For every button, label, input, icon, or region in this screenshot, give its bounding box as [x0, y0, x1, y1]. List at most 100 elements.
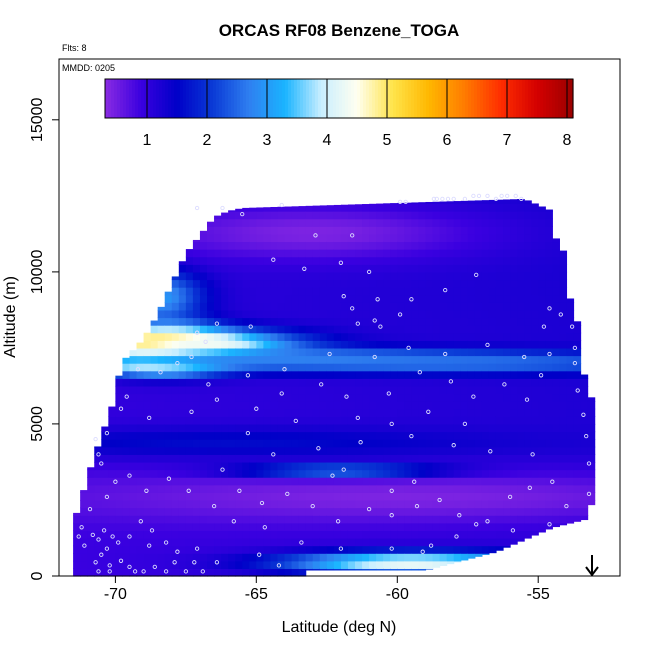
- heatmap-cell: [157, 477, 166, 486]
- colorbar-segment: [306, 79, 310, 118]
- heatmap-cell: [347, 233, 356, 243]
- heatmap-cell: [178, 355, 187, 364]
- heatmap-cell: [495, 507, 504, 516]
- heatmap-cell: [460, 477, 469, 486]
- heatmap-cell: [418, 249, 427, 258]
- heatmap-cell: [467, 515, 476, 524]
- heatmap-cell: [531, 477, 539, 486]
- colorbar-tick-label: 8: [563, 132, 572, 149]
- heatmap-cell: [270, 401, 279, 410]
- heatmap-cell: [291, 264, 300, 273]
- heatmap-cell: [404, 522, 412, 531]
- sample-point: [271, 257, 276, 262]
- heatmap-cell: [171, 530, 180, 539]
- heatmap-cell: [467, 416, 476, 425]
- heatmap-cell: [312, 378, 321, 387]
- colorbar-segment: [273, 79, 277, 118]
- heatmap-cell: [305, 325, 314, 334]
- heatmap-cell: [242, 461, 250, 471]
- colorbar-segment: [165, 79, 169, 118]
- heatmap-cell: [460, 347, 469, 357]
- heatmap-cell: [326, 347, 335, 357]
- heatmap-cell: [228, 325, 236, 334]
- heatmap-cell: [439, 218, 448, 227]
- heatmap-cell: [580, 401, 589, 410]
- heatmap-cell: [552, 522, 560, 528]
- colorbar-segment: [420, 79, 424, 118]
- heatmap-cell: [531, 347, 539, 357]
- sample-point: [462, 196, 468, 202]
- heatmap-cell: [510, 199, 518, 205]
- heatmap-cell: [510, 226, 518, 235]
- heatmap-cell: [333, 340, 342, 349]
- sample-point: [316, 446, 321, 451]
- heatmap-cell: [319, 271, 328, 281]
- heatmap-cell: [439, 423, 448, 433]
- colorbar-segment: [231, 79, 235, 118]
- heatmap-cell: [291, 302, 300, 311]
- colorbar-segment: [321, 79, 325, 118]
- heatmap-cell: [531, 499, 539, 509]
- heatmap-cell: [298, 309, 307, 319]
- heatmap-cell: [164, 393, 173, 402]
- heatmap-cell: [122, 545, 131, 554]
- heatmap-cell: [235, 332, 243, 341]
- heatmap-cell: [439, 271, 448, 281]
- heatmap-cell: [221, 439, 229, 448]
- heatmap-cell: [369, 279, 377, 288]
- heatmap-cell: [474, 279, 483, 288]
- heatmap-cell: [404, 241, 412, 250]
- heatmap-cell: [291, 393, 300, 402]
- colorbar-segment: [465, 79, 469, 118]
- heatmap-cell: [136, 477, 145, 486]
- heatmap-field: [73, 199, 596, 577]
- heatmap-cell: [235, 340, 243, 349]
- heatmap-cell: [171, 363, 180, 372]
- heatmap-cell: [291, 309, 300, 319]
- colorbar-segment: [255, 79, 259, 118]
- heatmap-cell: [425, 469, 434, 478]
- heatmap-cell: [249, 408, 257, 417]
- heatmap-cell: [488, 287, 497, 296]
- heatmap-cell: [531, 203, 539, 212]
- heatmap-cell: [171, 522, 180, 531]
- heatmap-cell: [347, 507, 356, 516]
- heatmap-cell: [524, 492, 532, 501]
- heatmap-cell: [390, 416, 398, 425]
- sample-point: [355, 321, 360, 326]
- heatmap-cell: [446, 218, 455, 227]
- heatmap-cell: [270, 522, 279, 531]
- heatmap-cell: [270, 370, 279, 379]
- heatmap-cell: [488, 439, 497, 448]
- heatmap-cell: [369, 287, 377, 296]
- heatmap-cell: [474, 233, 483, 243]
- heatmap-cell: [559, 401, 568, 410]
- heatmap-cell: [270, 454, 279, 463]
- heatmap-cell: [207, 401, 215, 410]
- heatmap-cell: [446, 302, 455, 311]
- heatmap-cell: [580, 446, 589, 455]
- heatmap-cell: [510, 385, 518, 395]
- heatmap-cell: [108, 469, 116, 478]
- heatmap-cell: [580, 408, 589, 417]
- heatmap-cell: [347, 484, 356, 493]
- colorbar-segment: [246, 79, 250, 118]
- heatmap-cell: [235, 249, 243, 258]
- heatmap-cell: [340, 484, 349, 493]
- heatmap-cell: [587, 408, 596, 417]
- heatmap-cell: [333, 522, 342, 531]
- heatmap-cell: [270, 477, 279, 486]
- heatmap-cell: [503, 385, 511, 395]
- heatmap-cell: [432, 340, 441, 349]
- heatmap-cell: [538, 325, 546, 334]
- heatmap-cell: [453, 522, 462, 531]
- heatmap-cell: [150, 492, 159, 501]
- heatmap-cell: [277, 279, 286, 288]
- heatmap-cell: [150, 355, 159, 364]
- heatmap-cell: [214, 241, 222, 250]
- heatmap-cell: [453, 401, 462, 410]
- heatmap-cell: [411, 347, 420, 357]
- heatmap-cell: [263, 560, 272, 569]
- heatmap-cell: [199, 477, 208, 486]
- heatmap-cell: [129, 370, 138, 379]
